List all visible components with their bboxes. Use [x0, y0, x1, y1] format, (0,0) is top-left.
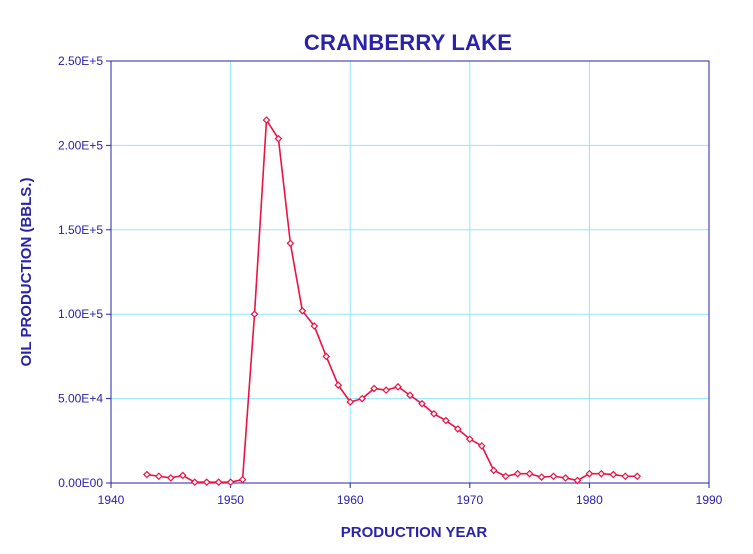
plot-area-frame [110, 60, 710, 484]
data-point [322, 352, 331, 361]
data-point [214, 478, 223, 487]
y-tick-label: 1.00E+5 [58, 307, 103, 321]
data-point [513, 469, 522, 478]
data-point [250, 310, 259, 319]
y-axis-label: OIL PRODUCTION (BBLS.) [18, 178, 35, 367]
data-point [166, 474, 175, 482]
x-tick-label: 1940 [98, 493, 125, 507]
data-point [310, 322, 319, 330]
data-point [226, 478, 235, 487]
data-point [561, 474, 570, 482]
data-point [609, 470, 618, 479]
data-point [501, 472, 510, 481]
x-tick-label: 1950 [217, 493, 244, 507]
data-point [621, 472, 630, 481]
data-point [442, 416, 450, 425]
data-point [298, 306, 307, 315]
data-point [202, 478, 211, 487]
data-point [525, 469, 534, 478]
x-tick-label: 1990 [696, 493, 723, 507]
data-point [190, 478, 199, 487]
x-tick-label: 1970 [456, 493, 483, 507]
data-point [358, 394, 367, 403]
y-tick-label: 0.00E00 [58, 476, 103, 490]
y-tick-label: 2.00E+5 [58, 138, 103, 152]
data-point [537, 473, 546, 481]
data-point [286, 239, 295, 248]
chart-title: CRANBERRY LAKE [304, 30, 512, 55]
data-point [597, 469, 606, 478]
data-point [549, 472, 558, 481]
data-point [585, 469, 594, 478]
data-point [573, 476, 582, 485]
y-axis-ticks: 0.00E00 5.00E+4 1.00E+5 1.50E+5 2.00E+5 2.50E… [58, 54, 111, 490]
data-point [178, 471, 187, 480]
x-axis-ticks: 1940 1950 1960 1970 1980 1990 [98, 483, 723, 507]
data-point [489, 466, 498, 475]
data-point [238, 475, 247, 484]
x-axis-label: PRODUCTION YEAR [341, 524, 488, 541]
data-point [453, 425, 462, 433]
data-point [430, 409, 438, 418]
grid-lines [111, 61, 709, 483]
x-tick-label: 1960 [337, 493, 364, 507]
data-point [262, 116, 271, 124]
data-point [633, 472, 642, 481]
data-point [418, 399, 426, 408]
data-point [334, 381, 343, 389]
data-point [477, 442, 486, 450]
y-tick-label: 1.50E+5 [58, 223, 103, 237]
data-point [346, 398, 355, 406]
y-tick-label: 2.50E+5 [58, 54, 103, 68]
series-line [146, 119, 638, 483]
data-point [406, 391, 414, 400]
data-point [382, 386, 390, 395]
y-tick-label: 5.00E+4 [58, 392, 103, 406]
data-point [370, 384, 378, 393]
x-tick-label: 1980 [576, 493, 603, 507]
data-point [143, 470, 151, 479]
data-point [274, 134, 283, 143]
data-point [394, 382, 402, 391]
series-points [143, 116, 642, 487]
data-point [154, 472, 163, 481]
data-point [465, 435, 474, 443]
